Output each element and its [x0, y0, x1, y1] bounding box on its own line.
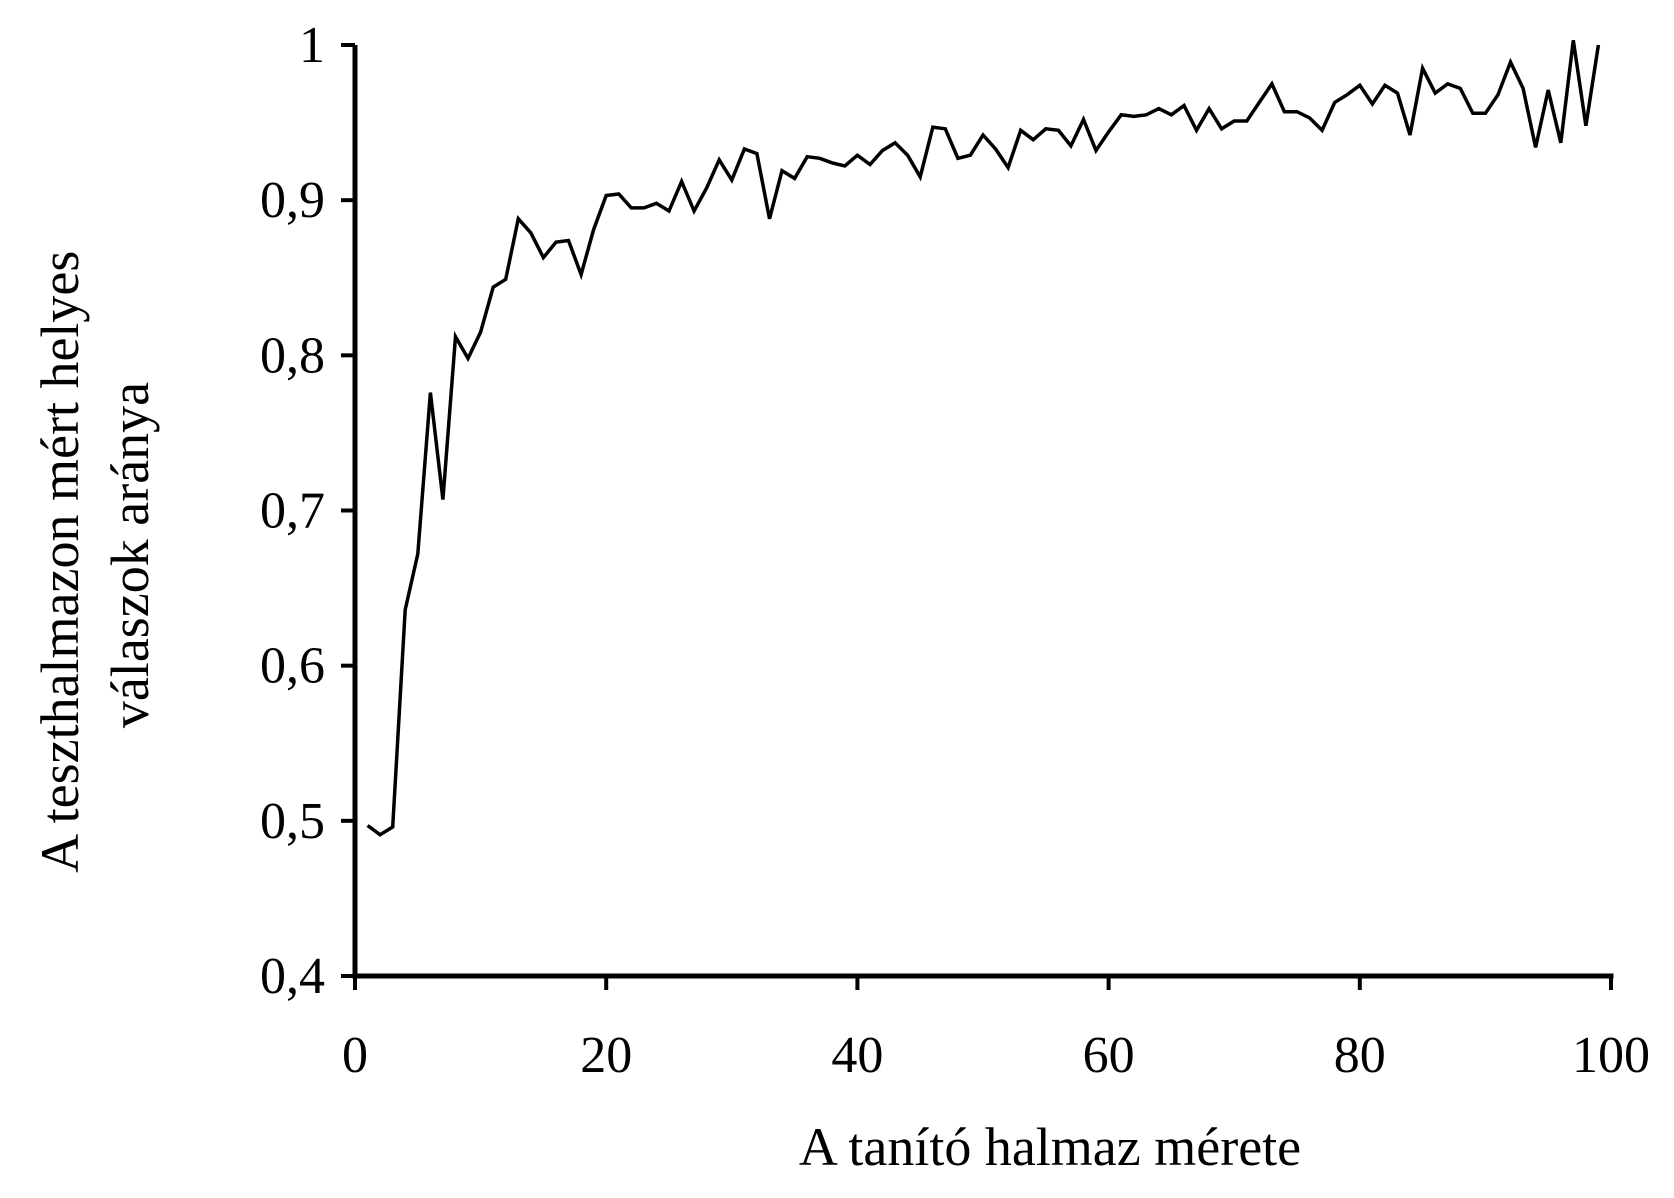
- series-line: [366, 40, 1601, 837]
- x-tick-label: 80: [1334, 1027, 1386, 1084]
- x-axis-ticks: 0 20 40 60 80 100: [342, 976, 1650, 1084]
- y-tick-label: 0,6: [260, 638, 325, 695]
- y-tick-label: 0,9: [260, 172, 325, 229]
- x-tick-label: 60: [1083, 1027, 1135, 1084]
- y-tick-label: 1: [299, 17, 325, 74]
- y-tick-label: 0,7: [260, 483, 325, 540]
- y-axis-title: A teszthalmazon mért helyes válaszok ará…: [30, 237, 160, 873]
- x-tick-label: 100: [1572, 1027, 1650, 1084]
- x-axis-title: A tanító halmaz mérete: [799, 1117, 1301, 1177]
- x-tick-label: 0: [342, 1027, 368, 1084]
- y-axis-ticks: 0,4 0,5 0,6 0,7 0,8 0,9 1: [260, 17, 355, 1005]
- y-axis-title-line-2: válaszok aránya: [100, 382, 160, 728]
- x-tick-label: 40: [831, 1027, 883, 1084]
- y-tick-label: 0,4: [260, 948, 325, 1005]
- y-tick-label: 0,5: [260, 793, 325, 850]
- y-tick-label: 0,8: [260, 327, 325, 384]
- y-axis-title-line-1: A teszthalmazon mért helyes: [30, 251, 90, 873]
- x-tick-label: 20: [580, 1027, 632, 1084]
